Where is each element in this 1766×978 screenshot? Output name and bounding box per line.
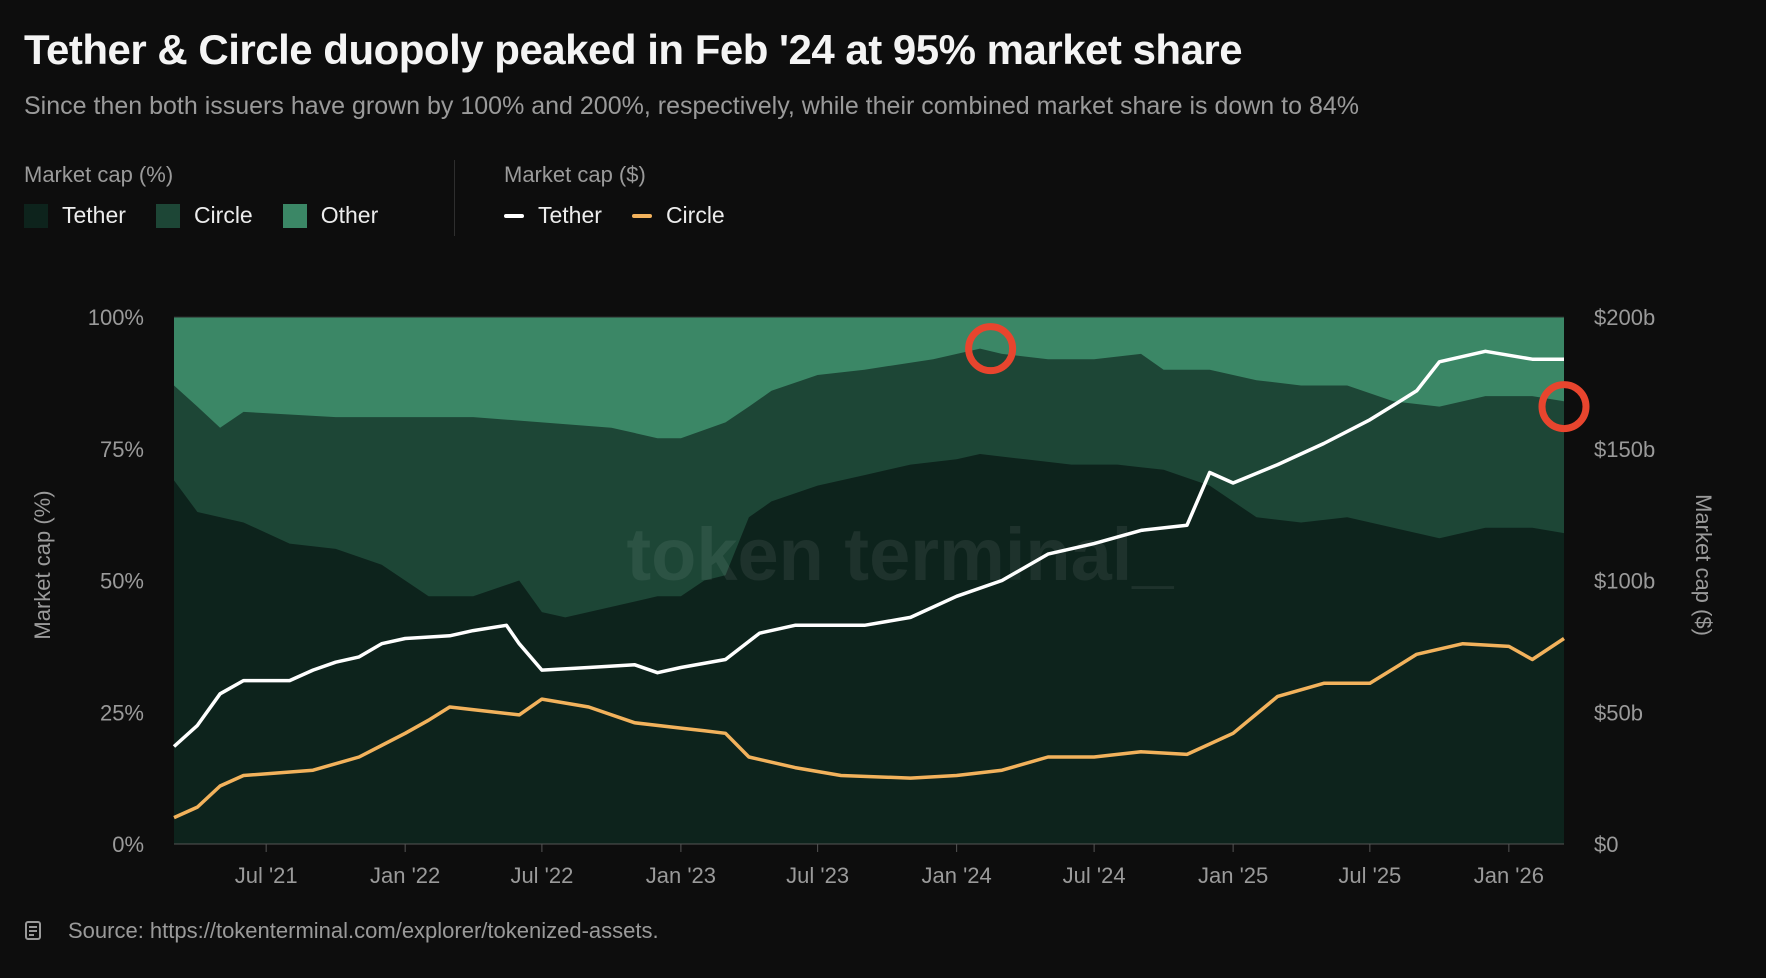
annotations: [965, 323, 1590, 433]
legend-item-circle-usd[interactable]: Circle: [631, 202, 725, 229]
legend-label-other-share: Other: [320, 202, 379, 228]
x-tick-label: Jan '24: [921, 863, 991, 888]
legend-line-tether: [504, 213, 524, 218]
legend-swatch-circle: [155, 203, 180, 228]
legend-usd-title: Market cap ($): [504, 162, 646, 187]
usd-lines: [172, 349, 1565, 820]
x-tick-label: Jan '26: [1474, 863, 1544, 888]
axes: 0% 25% 50% 75% 100% $0 $50b $100b $150b $200b Jul …: [88, 305, 1655, 888]
y-right-tick-label: $50b: [1594, 700, 1643, 725]
source-text[interactable]: Source: https://tokenterminal.com/explor…: [68, 918, 659, 943]
legend-label-tether-share: Tether: [62, 202, 126, 228]
source-footer: Source: https://tokenterminal.com/explor…: [24, 918, 659, 944]
y-left-tick-label: 50%: [100, 569, 144, 594]
x-tick-label: Jan '22: [370, 863, 440, 888]
legend-divider: [454, 160, 455, 236]
legend-pct-title: Market cap (%): [24, 162, 174, 187]
legend-label-circle-usd: Circle: [665, 202, 725, 228]
line-circle-usd: [173, 637, 1565, 820]
y-left-tick-label: 75%: [100, 437, 144, 462]
y-left-axis-title: Market cap (%): [30, 490, 55, 639]
line-tether-usd: [172, 349, 1564, 748]
chart-title: Tether & Circle duopoly peaked in Feb '2…: [24, 26, 1243, 73]
annotation-circle-1: [965, 323, 1017, 375]
x-tick-label: Jul '25: [1338, 863, 1401, 888]
y-right-tick-label: $100b: [1594, 569, 1655, 594]
share-areas: [174, 317, 1564, 844]
area-tether: [174, 454, 1564, 844]
y-right-tick-label: $0: [1594, 832, 1618, 857]
legend-item-circle-share[interactable]: Circle: [155, 202, 253, 229]
y-right-axis-title: Market cap ($): [1691, 494, 1716, 636]
y-left-tick-label: 25%: [100, 700, 144, 725]
x-tick-label: Jan '25: [1198, 863, 1268, 888]
legend-item-tether-usd[interactable]: Tether: [504, 202, 602, 229]
legend-market-cap-pct: Market cap (%) Tether Circle Other: [24, 162, 378, 229]
chart-subtitle: Since then both issuers have grown by 10…: [24, 92, 1359, 120]
x-tick-label: Jul '24: [1063, 863, 1126, 888]
legend-swatch-other: [282, 203, 307, 228]
annotation-circle-2: [1538, 381, 1590, 433]
y-left-tick-label: 0%: [112, 832, 144, 857]
x-tick-label: Jan '23: [646, 863, 716, 888]
x-tick-label: Jul '23: [786, 863, 849, 888]
y-left-tick-label: 100%: [88, 305, 144, 330]
legend-market-cap-usd: Market cap ($) Tether Circle: [504, 162, 725, 229]
x-tick-label: Jul '22: [510, 863, 573, 888]
legend-swatch-tether: [24, 203, 48, 228]
legend-item-tether-share[interactable]: Tether: [24, 202, 126, 229]
y-right-tick-label: $200b: [1594, 305, 1655, 330]
x-tick-label: Jul '21: [235, 863, 298, 888]
legend-label-tether-usd: Tether: [538, 202, 602, 228]
watermark: token terminal_: [627, 513, 1175, 596]
legend-line-circle: [631, 213, 652, 218]
legend-item-other-share[interactable]: Other: [282, 202, 379, 229]
y-right-tick-label: $150b: [1594, 437, 1655, 462]
legend-label-circle-share: Circle: [193, 202, 253, 228]
document-icon: [24, 920, 44, 942]
